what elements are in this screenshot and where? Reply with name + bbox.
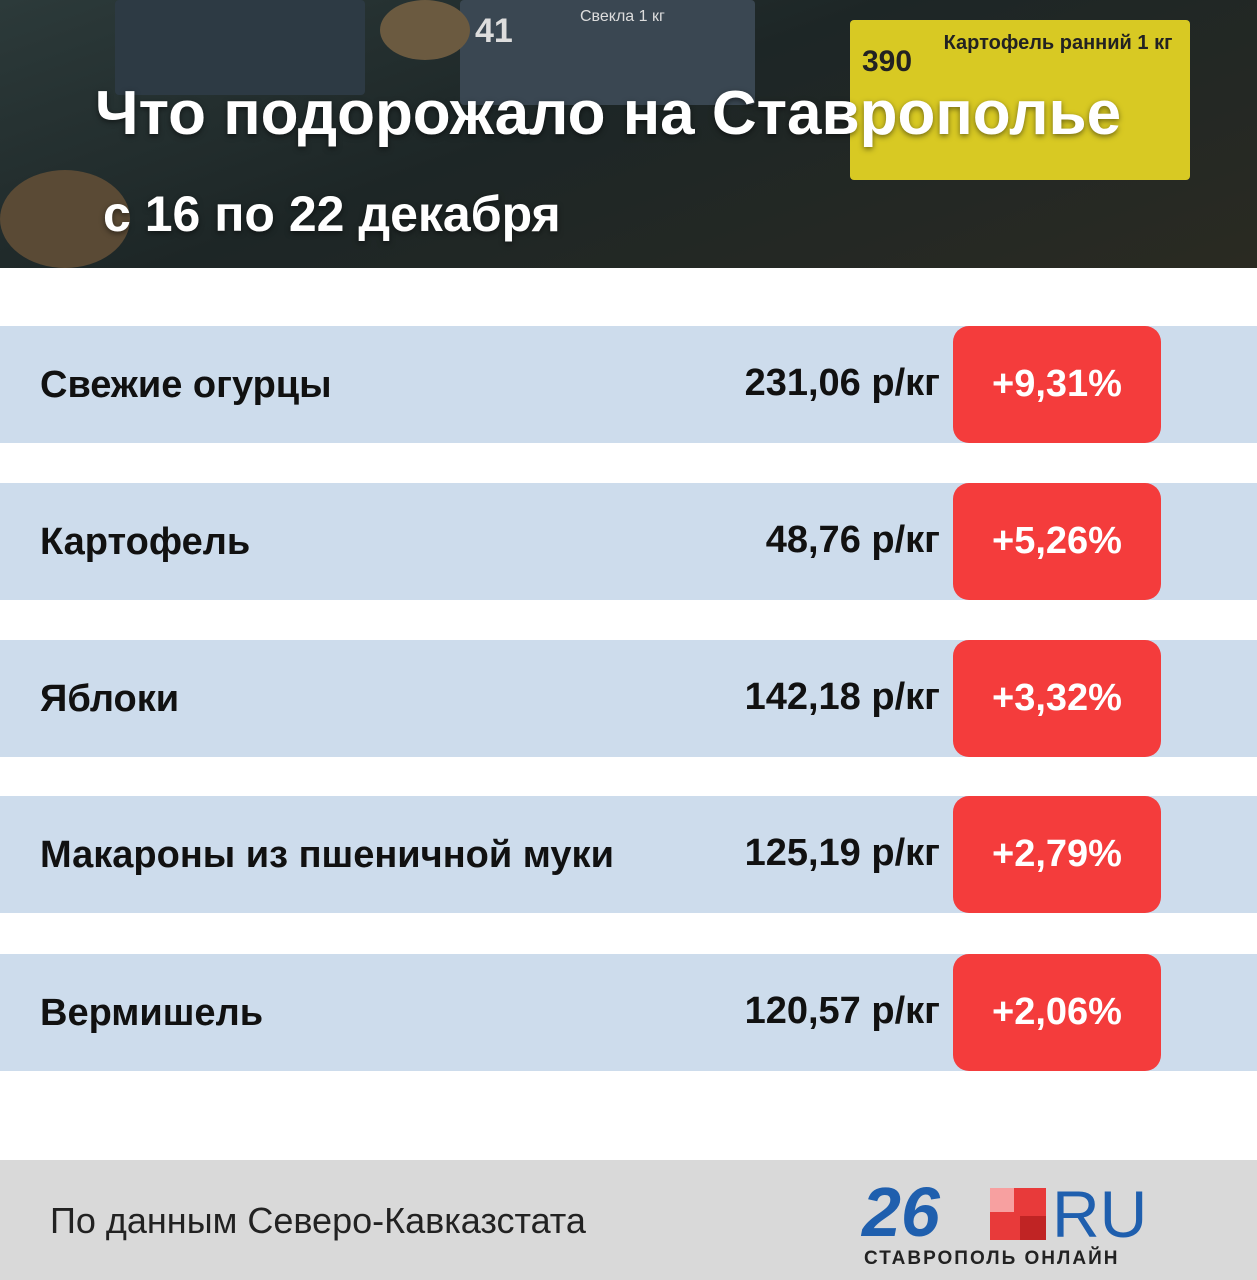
title: Что подорожало на Ставрополье: [95, 79, 1122, 148]
source: По данным Северо-Кавказстата: [50, 1200, 586, 1241]
photo-text: Свекла 1 кг: [580, 8, 665, 25]
item-price: 125,19 р/кг: [744, 832, 940, 874]
header-photo: 41 Свекла 1 кг 390 Картофель ранний 1 кг…: [0, 0, 1257, 268]
logo-domain: RU: [1052, 1177, 1148, 1251]
item-name: Яблоки: [40, 678, 180, 720]
logo-number: 26: [862, 1173, 940, 1251]
potato: [380, 0, 470, 60]
logo-square: [990, 1188, 1046, 1240]
price-tag: 41 Свекла 1 кг: [460, 0, 755, 105]
photo-text: 41: [475, 12, 513, 50]
item-price: 120,57 р/кг: [744, 990, 940, 1032]
item-change: +2,79%: [953, 796, 1161, 913]
item-name: Вермишель: [40, 992, 264, 1034]
item-price: 48,76 р/кг: [765, 519, 940, 561]
footer: [0, 1160, 1257, 1280]
item-price: 231,06 р/кг: [744, 362, 940, 404]
subtitle: с 16 по 22 декабря: [103, 186, 561, 242]
potato: [0, 170, 130, 268]
item-change: +9,31%: [953, 326, 1161, 443]
price-tag: 390 Картофель ранний 1 кг: [850, 20, 1190, 180]
logo: 26 RU СТАВРОПОЛЬ ОНЛАЙН: [862, 1173, 1162, 1270]
price-tag: [115, 0, 365, 95]
item-change: +5,26%: [953, 483, 1161, 600]
item-change: +3,32%: [953, 640, 1161, 757]
item-name: Макароны из пшеничной муки: [40, 834, 614, 876]
item-change: +2,06%: [953, 954, 1161, 1071]
item-name: Картофель: [40, 521, 251, 563]
photo-text: Картофель ранний 1 кг: [943, 32, 1173, 54]
photo-text: 390: [862, 45, 913, 78]
item-name: Свежие огурцы: [40, 364, 332, 406]
item-price: 142,18 р/кг: [744, 676, 940, 718]
logo-caption: СТАВРОПОЛЬ ОНЛАЙН: [864, 1248, 1120, 1269]
